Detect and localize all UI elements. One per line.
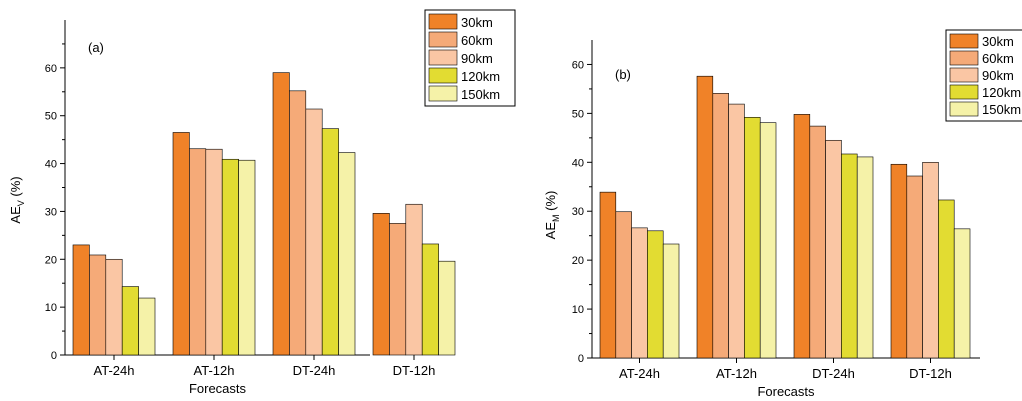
y-tick-label: 20	[572, 255, 584, 267]
y-tick-label: 0	[578, 353, 584, 365]
bar-30km-DT-24h	[793, 114, 811, 359]
bar-90km-AT-12h	[728, 103, 745, 359]
bar-60km-AT-12h	[712, 93, 729, 359]
bar-30km-DT-24h	[272, 72, 290, 356]
legend-label: 120km	[982, 85, 1021, 100]
y-tick-label: 40	[45, 159, 57, 171]
bar-150km-AT-12h	[759, 122, 777, 359]
bar-30km-DT-12h	[890, 163, 908, 359]
y-tick-label: 30	[45, 206, 57, 218]
bar-150km-DT-24h	[338, 152, 356, 356]
legend-label: 60km	[461, 33, 493, 48]
bar-60km-DT-24h	[809, 125, 826, 359]
legend-swatch	[428, 31, 458, 48]
x-tick-label: DT-24h	[293, 363, 336, 378]
y-tick-label: 10	[45, 302, 57, 314]
legend-swatch	[428, 85, 458, 102]
chart-a: 0 10 20 30 40 50 60 AT-24h AT-12h DT-24h DT-12h For…	[8, 9, 516, 396]
bar-120km-AT-24h	[647, 230, 664, 359]
y-tick-label: 0	[51, 350, 57, 362]
bar-120km-AT-12h	[744, 116, 761, 359]
y-tick-label: 10	[572, 304, 584, 316]
bar-30km-AT-24h	[72, 244, 90, 356]
y-axis-label: AEV (%)	[8, 176, 26, 223]
x-axis-label: Forecasts	[757, 384, 815, 399]
y-tick-label: 60	[45, 63, 57, 75]
legend-swatch	[949, 33, 979, 49]
bar-90km-AT-24h	[105, 258, 123, 356]
bar-90km-DT-12h	[405, 203, 423, 356]
bar-60km-AT-24h	[89, 254, 107, 356]
bar-90km-AT-24h	[631, 227, 648, 359]
legend: 30km 60km 90km 120km 150km	[424, 9, 516, 107]
x-tick-label: DT-24h	[812, 366, 855, 381]
bar-150km-DT-12h	[953, 228, 971, 359]
bar-120km-DT-24h	[841, 153, 858, 359]
legend-label: 30km	[982, 34, 1014, 49]
x-tick-label: AT-24h	[619, 366, 660, 381]
bar-120km-AT-24h	[121, 286, 139, 356]
bar-120km-DT-24h	[321, 128, 339, 356]
legend-swatch	[949, 50, 979, 66]
legend-swatch	[428, 67, 458, 84]
legend: 30km 60km 90km 120km 150km	[945, 29, 1022, 122]
legend-label: 150km	[461, 87, 500, 102]
bar-150km-DT-12h	[438, 260, 456, 356]
legend-label: 120km	[461, 69, 500, 84]
y-tick-label: 50	[45, 111, 57, 123]
bar-30km-AT-24h	[599, 191, 617, 359]
panel-label: (a)	[88, 40, 104, 55]
legend-swatch	[428, 49, 458, 66]
legend-label: 90km	[982, 68, 1014, 83]
legend-label: 30km	[461, 15, 493, 30]
bar-90km-DT-24h	[305, 108, 323, 356]
bar-60km-AT-12h	[189, 148, 207, 356]
bar-90km-DT-24h	[825, 139, 842, 359]
bar-150km-AT-12h	[238, 159, 256, 356]
bar-120km-DT-12h	[421, 243, 439, 356]
bar-60km-DT-12h	[389, 223, 407, 356]
y-axis-label: AEM (%)	[543, 191, 561, 240]
bar-150km-DT-24h	[856, 156, 874, 359]
x-tick-label: DT-12h	[393, 363, 436, 378]
legend-label: 60km	[982, 51, 1014, 66]
bar-30km-AT-12h	[172, 132, 190, 356]
legend-label: 150km	[982, 102, 1021, 117]
y-tick-label: 50	[572, 108, 584, 120]
bar-60km-DT-12h	[906, 175, 923, 359]
bar-90km-AT-12h	[205, 148, 223, 356]
bar-60km-AT-24h	[615, 211, 632, 359]
legend-swatch	[428, 13, 458, 30]
legend-label: 90km	[461, 51, 493, 66]
x-axis-label: Forecasts	[189, 381, 247, 396]
bar-120km-AT-12h	[221, 158, 239, 356]
bar-150km-AT-24h	[138, 297, 156, 356]
y-tick-label: 20	[45, 254, 57, 266]
legend-swatch	[949, 84, 979, 100]
x-tick-label: AT-12h	[716, 366, 757, 381]
legend-swatch	[949, 101, 979, 117]
legend-swatch	[949, 67, 979, 83]
bar-150km-AT-24h	[662, 243, 680, 359]
bar-90km-DT-12h	[922, 162, 939, 359]
chart-b: 0 10 20 30 40 50 60 AT-24h AT-12h DT-24h DT-12h For…	[543, 29, 1022, 399]
x-tick-label: AT-12h	[194, 363, 235, 378]
panel-label: (b)	[615, 67, 631, 82]
y-tick-label: 60	[572, 59, 584, 71]
x-tick-label: DT-12h	[909, 366, 952, 381]
x-tick-label: AT-24h	[94, 363, 135, 378]
bar-120km-DT-12h	[938, 199, 955, 359]
y-tick-label: 30	[572, 206, 584, 218]
bar-60km-DT-24h	[289, 90, 307, 356]
bar-30km-AT-12h	[696, 75, 714, 359]
bar-30km-DT-12h	[372, 213, 390, 356]
y-tick-label: 40	[572, 157, 584, 169]
